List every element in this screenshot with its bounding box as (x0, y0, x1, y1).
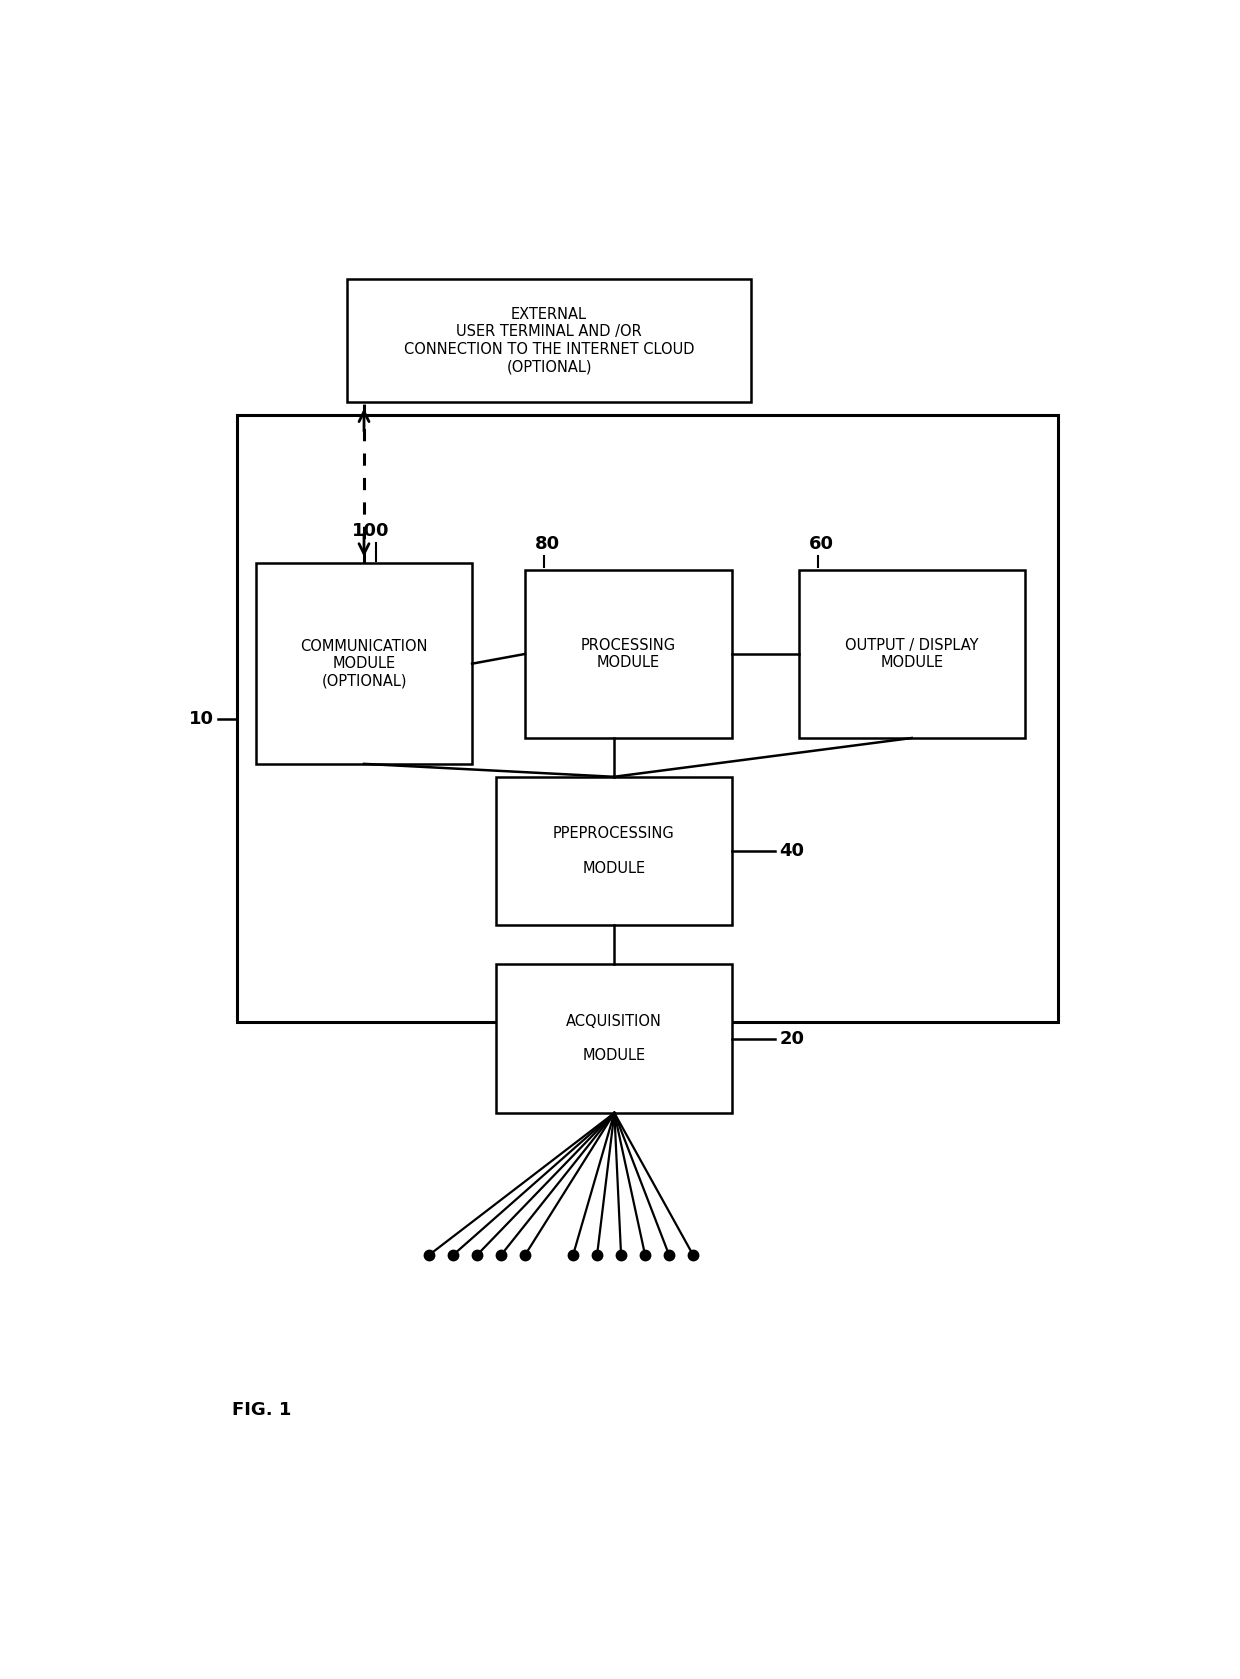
Text: 80: 80 (534, 536, 559, 552)
Bar (525, 569, 732, 739)
Text: OUTPUT / DISPLAY
MODULE: OUTPUT / DISPLAY MODULE (844, 638, 978, 670)
Bar (496, 964, 732, 1113)
Text: ACQUISITION

MODULE: ACQUISITION MODULE (565, 1014, 662, 1063)
Text: EXTERNAL
USER TERMINAL AND /OR
CONNECTION TO THE INTERNET CLOUD
(OPTIONAL): EXTERNAL USER TERMINAL AND /OR CONNECTIO… (404, 307, 694, 374)
Text: 20: 20 (780, 1029, 805, 1048)
Bar (347, 279, 751, 401)
Bar (255, 564, 472, 764)
Text: 40: 40 (780, 843, 805, 860)
Text: 100: 100 (352, 522, 389, 541)
Text: 10: 10 (188, 710, 213, 727)
Text: COMMUNICATION
MODULE
(OPTIONAL): COMMUNICATION MODULE (OPTIONAL) (300, 638, 428, 688)
Bar (799, 569, 1024, 739)
Text: 60: 60 (808, 536, 833, 552)
Bar (496, 777, 732, 925)
Bar (237, 415, 1058, 1023)
Text: PROCESSING
MODULE: PROCESSING MODULE (580, 638, 676, 670)
Text: FIG. 1: FIG. 1 (232, 1402, 291, 1419)
Text: PPEPROCESSING

MODULE: PPEPROCESSING MODULE (553, 826, 675, 876)
